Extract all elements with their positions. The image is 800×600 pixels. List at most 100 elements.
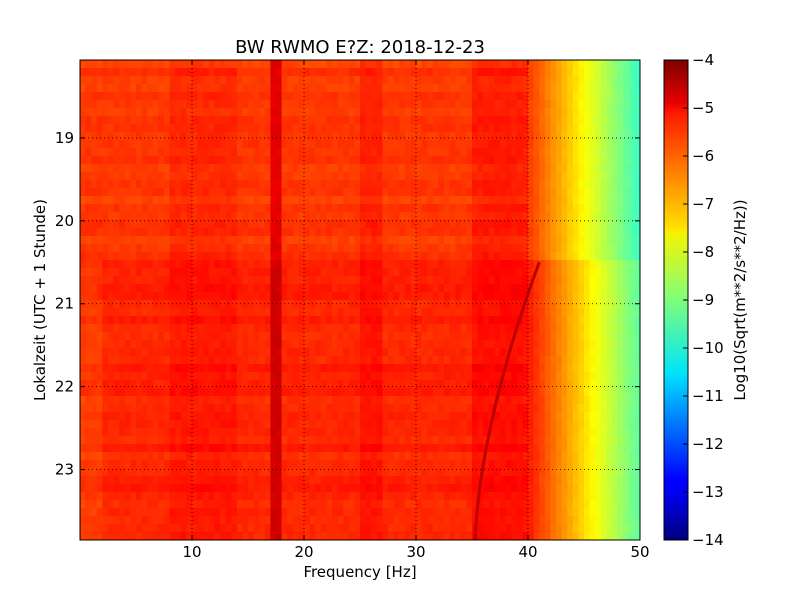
heatmap-cell [365,68,372,77]
heatmap-cell [494,308,501,317]
heatmap-cell [578,212,585,221]
heatmap-cell [578,60,585,69]
heatmap-cell [136,388,143,397]
heatmap-cell [315,444,322,453]
heatmap-cell [158,196,165,205]
heatmap-cell [108,220,115,229]
heatmap-cell [528,300,535,309]
heatmap-cell [147,108,154,117]
heatmap-cell [477,404,484,413]
heatmap-cell [528,292,535,301]
heatmap-cell [141,292,148,301]
heatmap-cell [533,372,540,381]
heatmap-cell [108,76,115,85]
heatmap-cell [236,204,243,213]
heatmap-cell [404,348,411,357]
heatmap-cell [578,140,585,149]
heatmap-cell [516,276,523,285]
heatmap-cell [203,60,210,69]
heatmap-cell [248,340,255,349]
heatmap-cell [332,428,339,437]
heatmap-cell [365,204,372,213]
heatmap-cell [516,372,523,381]
heatmap-cell [343,436,350,445]
heatmap-cell [460,76,467,85]
heatmap-cell [220,84,227,93]
heatmap-cell [567,412,574,421]
heatmap-cell [304,76,311,85]
heatmap-cell [449,284,456,293]
heatmap-cell [253,388,260,397]
heatmap-cell [623,124,630,133]
heatmap-cell [180,156,187,165]
heatmap-cell [158,276,165,285]
heatmap-cell [421,188,428,197]
heatmap-cell [253,284,260,293]
heatmap-cell [488,68,495,77]
heatmap-cell [203,132,210,141]
heatmap-cell [388,388,395,397]
heatmap-cell [477,252,484,261]
heatmap-cell [108,340,115,349]
heatmap-cell [287,276,294,285]
heatmap-cell [85,60,92,69]
heatmap-cell [382,196,389,205]
heatmap-cell [158,68,165,77]
heatmap-cell [612,388,619,397]
heatmap-cell [326,196,333,205]
heatmap-cell [214,412,221,421]
heatmap-cell [528,108,535,117]
heatmap-cell [455,412,462,421]
heatmap-cell [365,188,372,197]
heatmap-cell [399,396,406,405]
heatmap-cell [203,340,210,349]
heatmap-cell [528,276,535,285]
heatmap-cell [91,436,98,445]
heatmap-cell [80,340,87,349]
heatmap-cell [432,444,439,453]
heatmap-cell [494,60,501,69]
heatmap-cell [539,132,546,141]
heatmap-cell [192,108,199,117]
heatmap-cell [180,76,187,85]
heatmap-cell [572,100,579,109]
heatmap-cell [242,124,249,133]
heatmap-cell [567,140,574,149]
heatmap-cell [231,444,238,453]
heatmap-cell [326,404,333,413]
heatmap-cell [488,76,495,85]
heatmap-cell [432,252,439,261]
heatmap-cell [281,68,288,77]
heatmap-cell [365,396,372,405]
heatmap-cell [192,404,199,413]
heatmap-cell [130,300,137,309]
heatmap-cell [550,148,557,157]
heatmap-cell [80,196,87,205]
heatmap-cell [371,212,378,221]
heatmap-cell [438,60,445,69]
heatmap-cell [124,84,131,93]
heatmap-cell [259,204,266,213]
heatmap-cell [584,172,591,181]
heatmap-cell [102,356,109,365]
heatmap-cell [130,84,137,93]
heatmap-cell [416,204,423,213]
heatmap-cell [477,444,484,453]
heatmap-cell [225,108,232,117]
heatmap-cell [539,148,546,157]
heatmap-cell [304,436,311,445]
heatmap-cell [634,340,640,349]
heatmap-cell [354,380,361,389]
heatmap-cell [393,436,400,445]
heatmap-cell [180,380,187,389]
heatmap-cell [108,172,115,181]
heatmap-cell [488,228,495,237]
heatmap-cell [410,140,417,149]
heatmap-cell [416,300,423,309]
heatmap-cell [376,276,383,285]
heatmap-cell [304,340,311,349]
heatmap-cell [522,244,529,253]
heatmap-cell [421,172,428,181]
heatmap-cell [169,292,176,301]
heatmap-cell [180,188,187,197]
